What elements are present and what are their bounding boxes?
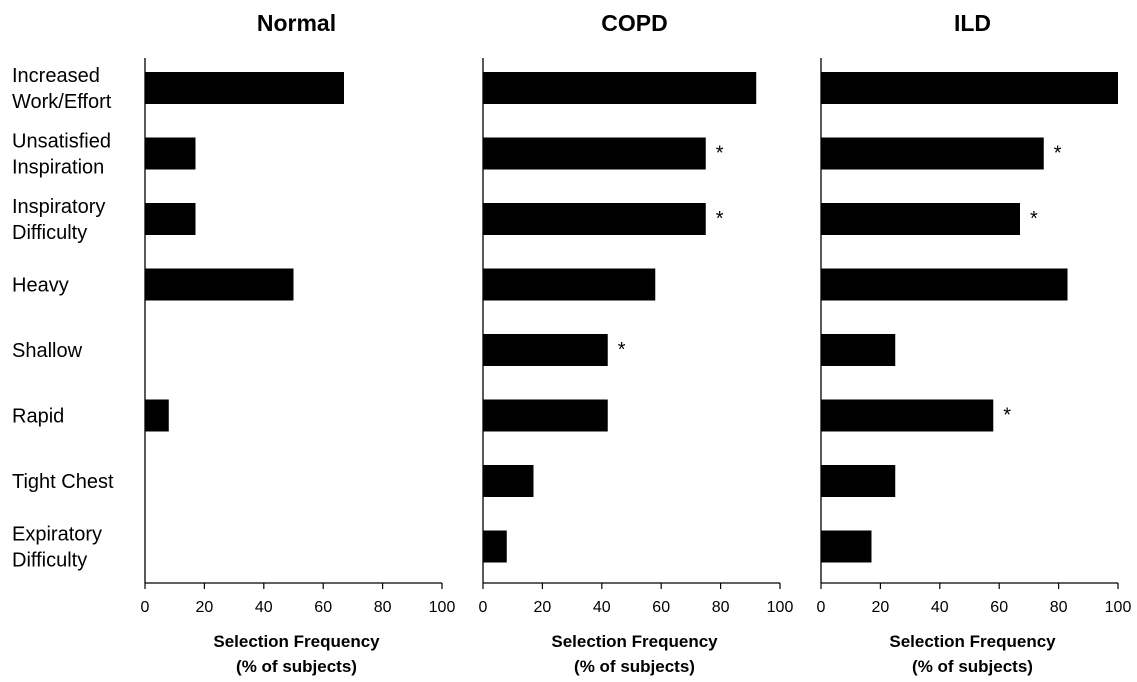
x-axis-label: (% of subjects) [574, 657, 695, 676]
significance-star: * [716, 208, 724, 230]
category-label: Heavy [12, 275, 69, 297]
x-tick-label: 80 [712, 599, 730, 616]
bar [483, 334, 608, 366]
bar [821, 137, 1044, 170]
category-label: Unsatisfied Inspiration [12, 131, 111, 179]
bar [483, 137, 706, 170]
x-axis-label: (% of subjects) [236, 657, 357, 676]
x-tick-label: 80 [374, 599, 392, 616]
x-tick-label: 60 [652, 599, 670, 616]
bar [821, 72, 1118, 104]
bar [145, 137, 196, 170]
bar [821, 203, 1020, 235]
x-tick-label: 0 [141, 599, 150, 616]
bar [821, 399, 994, 432]
x-tick-label: 20 [196, 599, 214, 616]
bar [145, 203, 196, 235]
bar [821, 465, 896, 497]
bar [483, 399, 608, 432]
bar [821, 530, 872, 563]
x-tick-label: 40 [593, 599, 611, 616]
panel-title: COPD [601, 10, 667, 36]
bar [483, 465, 534, 497]
category-label: Expiratory Difficulty [12, 524, 102, 572]
category-label: Increased Work/Effort [12, 65, 112, 113]
bar [821, 268, 1068, 301]
x-tick-label: 100 [767, 599, 794, 616]
bar [145, 268, 294, 301]
bar [483, 530, 507, 563]
bar [483, 268, 656, 301]
x-tick-label: 20 [534, 599, 552, 616]
x-tick-label: 20 [872, 599, 890, 616]
panel-title: ILD [954, 10, 991, 36]
x-tick-label: 40 [931, 599, 949, 616]
panel-title: Normal [257, 10, 336, 36]
x-tick-label: 100 [429, 599, 456, 616]
x-axis-label: (% of subjects) [912, 657, 1033, 676]
x-tick-label: 0 [817, 599, 826, 616]
x-tick-label: 60 [990, 599, 1008, 616]
x-tick-label: 0 [479, 599, 488, 616]
significance-star: * [716, 143, 724, 165]
x-axis-label: Selection Frequency [213, 632, 380, 651]
bar [483, 72, 757, 104]
category-label: Inspiratory Difficulty [12, 196, 105, 244]
bar [145, 72, 344, 104]
category-label: Shallow [12, 340, 83, 362]
bar [821, 334, 896, 366]
x-axis-label: Selection Frequency [889, 632, 1056, 651]
significance-star: * [1003, 405, 1011, 427]
bar [483, 203, 706, 235]
x-tick-label: 80 [1050, 599, 1068, 616]
category-label: Tight Chest [12, 471, 114, 493]
significance-star: * [1030, 208, 1038, 230]
bar [145, 399, 169, 432]
x-axis-label: Selection Frequency [551, 632, 718, 651]
category-label: Rapid [12, 406, 64, 428]
x-tick-label: 60 [314, 599, 332, 616]
significance-star: * [618, 339, 626, 361]
x-tick-label: 100 [1105, 599, 1132, 616]
significance-star: * [1054, 143, 1062, 165]
x-tick-label: 40 [255, 599, 273, 616]
